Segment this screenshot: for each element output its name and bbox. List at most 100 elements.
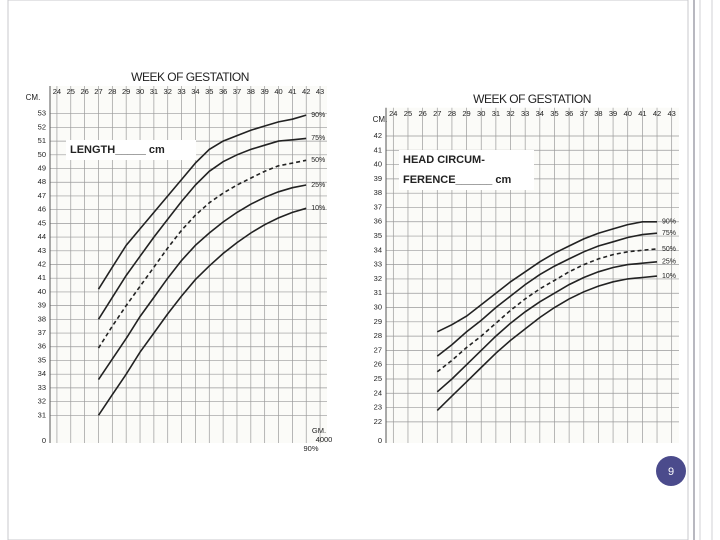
weight-label: GM. <box>312 426 326 435</box>
y-tick-label: 37 <box>38 328 46 337</box>
x-tick-label: 31 <box>492 109 500 118</box>
y-tick-label: 27 <box>374 345 382 354</box>
series-label: 90% <box>311 112 325 119</box>
annotation: LENGTH_____ cm <box>70 144 165 156</box>
y-tick-label: 40 <box>374 160 382 169</box>
y-tick-label: 50 <box>38 150 46 159</box>
y-tick-label: 47 <box>38 191 46 200</box>
y-tick-label: 32 <box>38 397 46 406</box>
annotation: HEAD CIRCUM- <box>403 154 485 166</box>
y-tick-label: 31 <box>374 288 382 297</box>
annotation-box <box>66 140 196 160</box>
y-tick-label: 42 <box>374 131 382 140</box>
y-tick-label: 52 <box>38 122 46 131</box>
x-tick-label: 38 <box>594 109 602 118</box>
chart-title: WEEK OF GESTATION <box>473 92 591 106</box>
y-tick-label: 34 <box>38 369 46 378</box>
chart-title: WEEK OF GESTATION <box>131 70 249 84</box>
series-line <box>97 137 307 320</box>
y-tick-label: 41 <box>374 145 382 154</box>
x-tick-label: 34 <box>536 109 544 118</box>
y-tick-label: 46 <box>38 205 46 214</box>
y-axis-label: CM. <box>373 115 388 124</box>
y-tick-label: 33 <box>374 260 382 269</box>
x-tick-label: 28 <box>448 109 456 118</box>
y-tick-label: 30 <box>374 302 382 311</box>
series-line <box>436 221 657 333</box>
x-tick-label: 42 <box>653 109 661 118</box>
series-label: 10% <box>311 205 325 212</box>
x-tick-label: 33 <box>521 109 529 118</box>
series-line <box>436 248 658 373</box>
x-tick-label: 36 <box>565 109 573 118</box>
series-label: 90% <box>662 219 676 226</box>
x-tick-label: 43 <box>668 109 676 118</box>
y-tick-label: 33 <box>38 383 46 392</box>
y-tick-label: 37 <box>374 202 382 211</box>
x-tick-label: 32 <box>506 109 514 118</box>
y-tick-label: 38 <box>38 314 46 323</box>
slide-frame <box>7 0 689 540</box>
series-label: 50% <box>311 157 325 164</box>
page-number: 9 <box>668 466 674 478</box>
x-tick-label: 35 <box>205 87 213 96</box>
y-tick-label: 24 <box>374 388 382 397</box>
weight-label: 4000 <box>316 435 333 444</box>
x-tick-label: 27 <box>433 109 441 118</box>
y-tick-label: 48 <box>38 177 46 186</box>
y-tick-label: 35 <box>374 231 382 240</box>
y-tick-label: 36 <box>374 217 382 226</box>
y-tick-label: 0 <box>378 436 382 445</box>
series-label: 75% <box>662 230 676 237</box>
y-tick-label: 40 <box>38 287 46 296</box>
chart: 24 25 26 27 28 29 30 31 32 33 34 35 36 37 38 39 40 41 42 43… <box>373 92 679 445</box>
series-line <box>97 114 307 290</box>
y-tick-label: 22 <box>374 417 382 426</box>
page-number-badge <box>656 456 686 486</box>
y-tick-label: 39 <box>374 174 382 183</box>
series-line <box>97 184 307 381</box>
x-tick-label: 36 <box>219 87 227 96</box>
y-tick-label: 43 <box>38 246 46 255</box>
series-line <box>436 261 658 393</box>
x-tick-label: 24 <box>389 109 397 118</box>
x-tick-label: 38 <box>247 87 255 96</box>
x-tick-label: 41 <box>638 109 646 118</box>
x-tick-label: 40 <box>624 109 632 118</box>
x-tick-label: 33 <box>177 87 185 96</box>
y-tick-label: 51 <box>38 136 46 145</box>
annotation-box <box>399 150 534 190</box>
chart: 24 25 26 27 28 29 30 31 32 33 34 35 36 37 38 39 40 41 42 43… <box>26 70 333 453</box>
x-tick-label: 40 <box>274 87 282 96</box>
y-tick-label: 31 <box>38 410 46 419</box>
y-tick-label: 32 <box>374 274 382 283</box>
x-tick-label: 27 <box>94 87 102 96</box>
y-tick-label: 44 <box>38 232 46 241</box>
y-tick-label: 41 <box>38 273 46 282</box>
x-tick-label: 34 <box>191 87 199 96</box>
series-line <box>436 232 658 357</box>
x-tick-label: 41 <box>288 87 296 96</box>
x-tick-label: 25 <box>404 109 412 118</box>
x-tick-label: 29 <box>462 109 470 118</box>
y-tick-label: 25 <box>374 374 382 383</box>
y-tick-label: 23 <box>374 403 382 412</box>
x-tick-label: 30 <box>136 87 144 96</box>
x-tick-label: 43 <box>316 87 324 96</box>
y-tick-label: 42 <box>38 259 46 268</box>
y-tick-label: 26 <box>374 360 382 369</box>
x-tick-label: 35 <box>550 109 558 118</box>
x-tick-label: 37 <box>580 109 588 118</box>
x-tick-label: 32 <box>164 87 172 96</box>
series-line <box>97 207 307 416</box>
x-tick-label: 26 <box>418 109 426 118</box>
x-tick-label: 30 <box>477 109 485 118</box>
x-tick-label: 28 <box>108 87 116 96</box>
y-tick-label: 28 <box>374 331 382 340</box>
weight-label: 90% <box>303 444 318 453</box>
y-tick-label: 36 <box>38 342 46 351</box>
series-label: 50% <box>662 246 676 253</box>
x-tick-label: 26 <box>80 87 88 96</box>
series-label: 25% <box>662 259 676 266</box>
